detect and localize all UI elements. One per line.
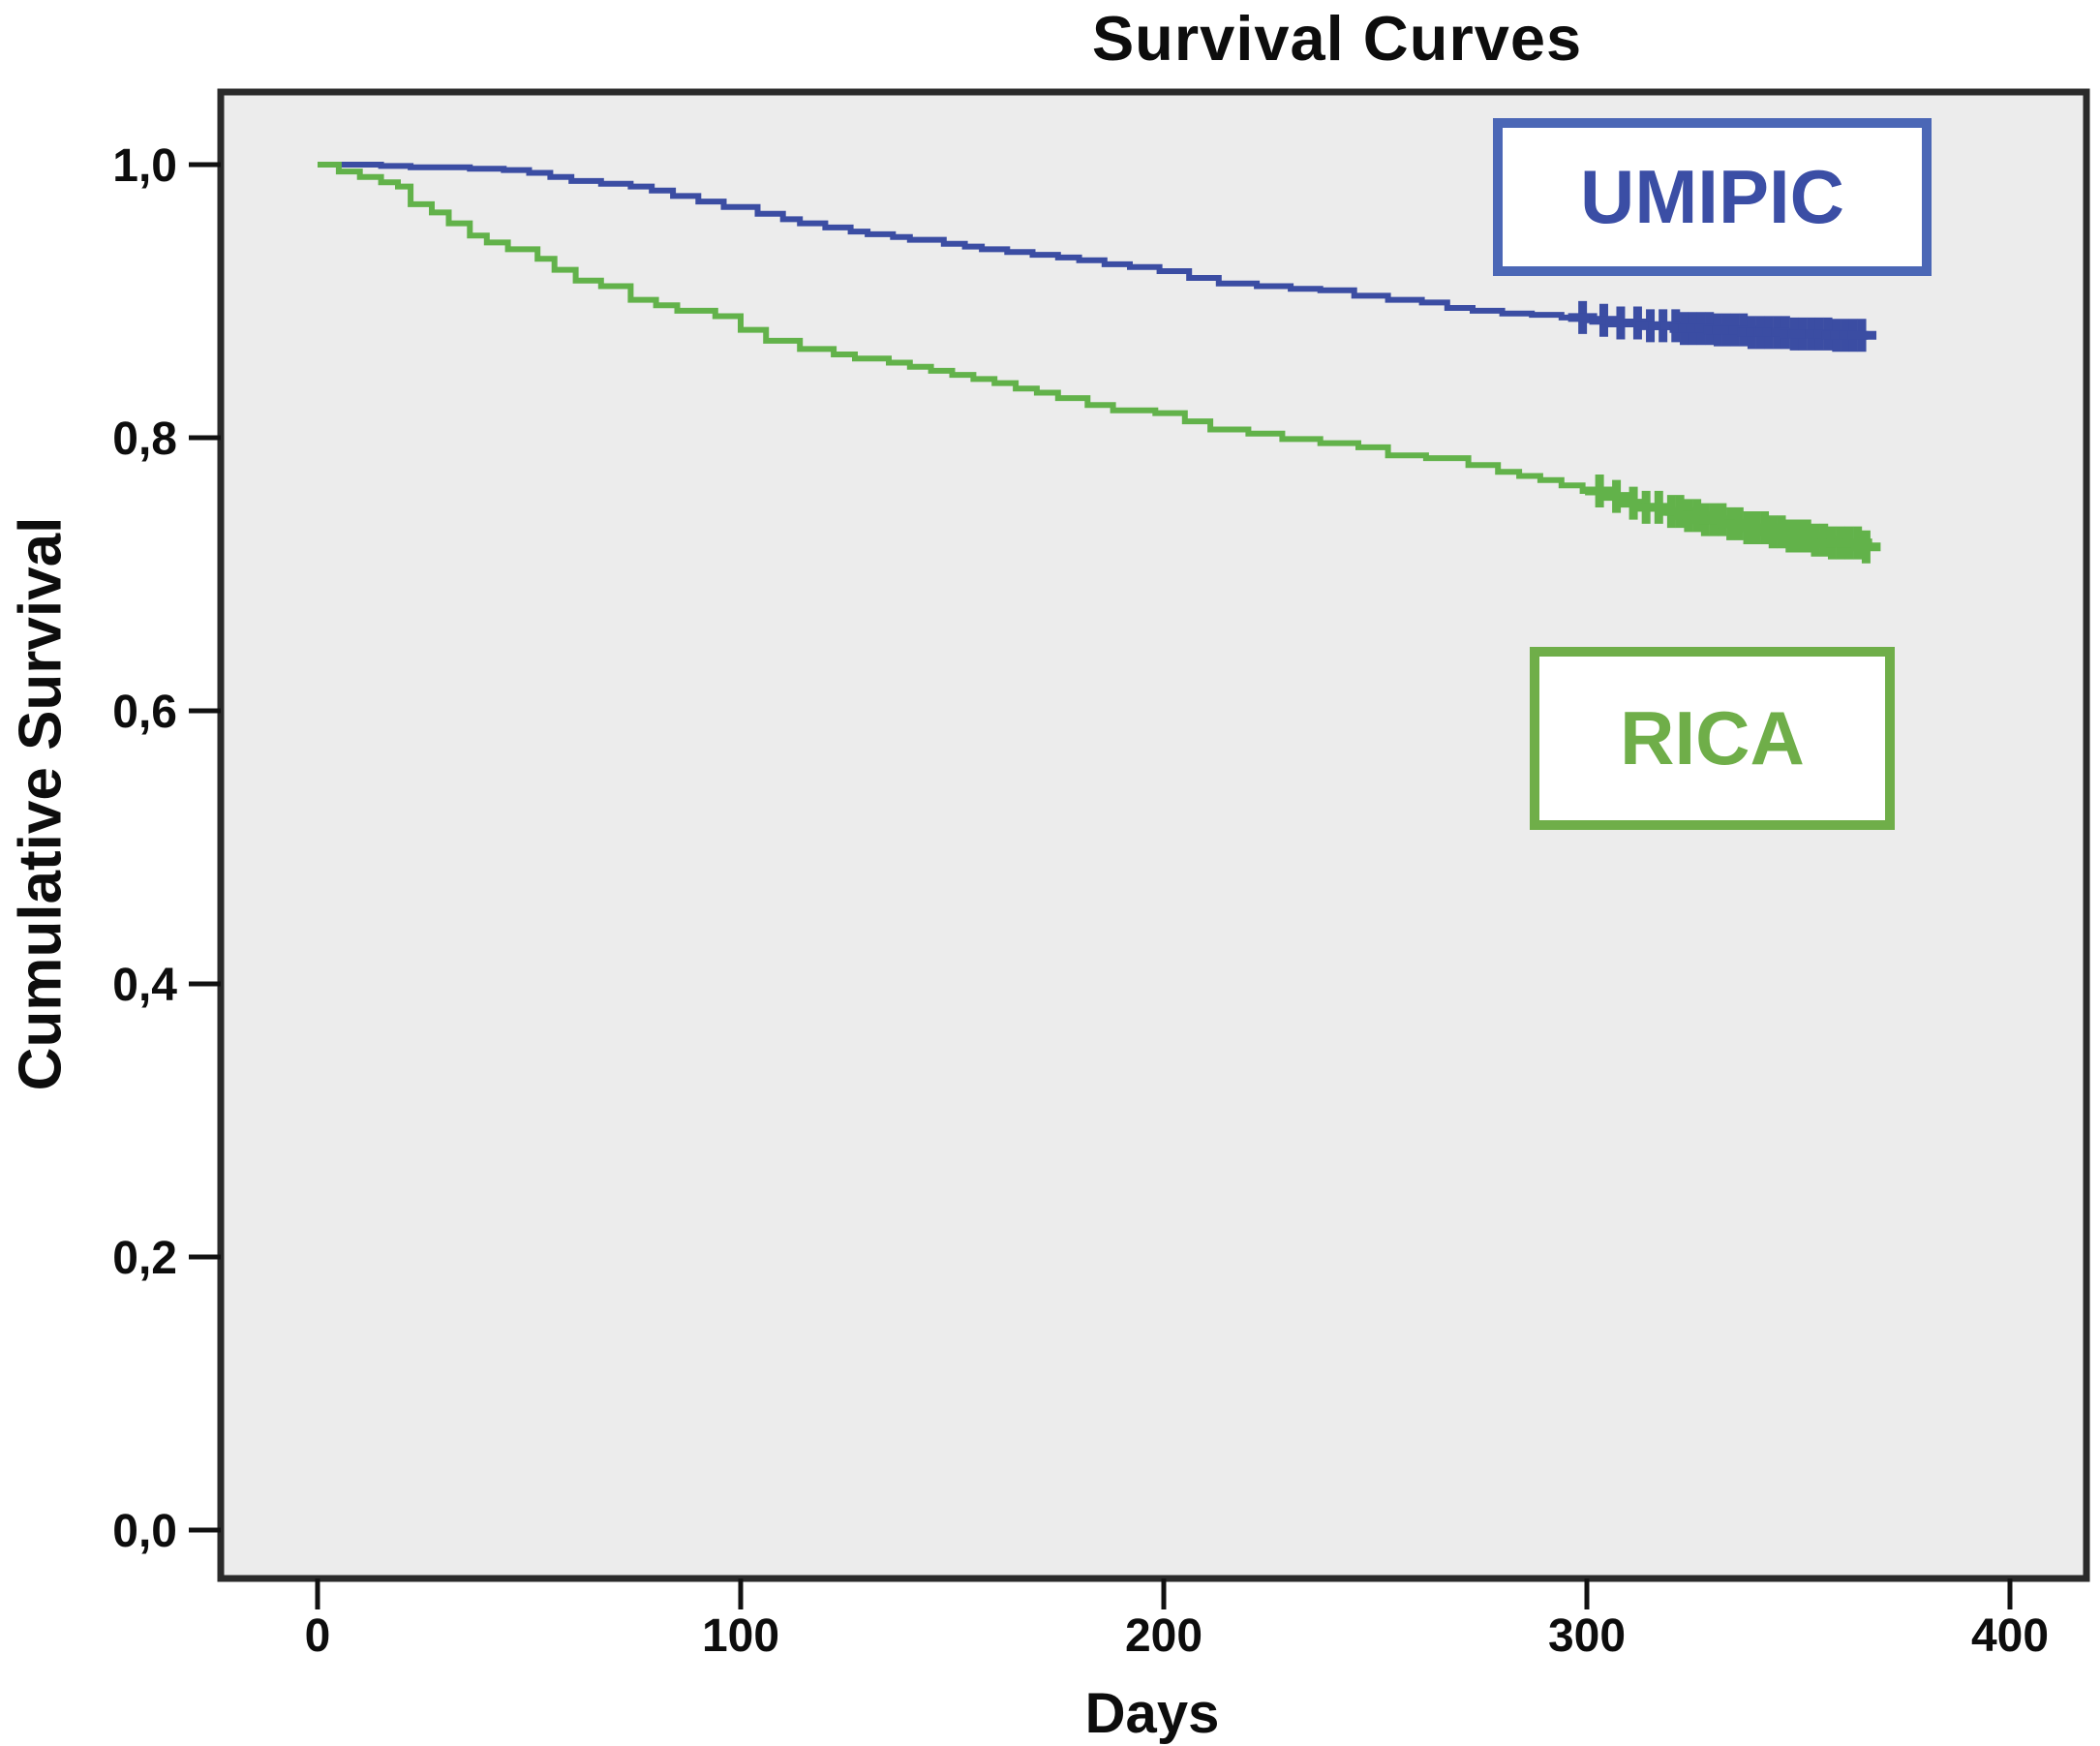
legend-box-umipic: UMIPIC xyxy=(1493,118,1932,276)
y-axis-ticks: 0,0 0,2 0,4 0,6 0,8 1,0 xyxy=(112,140,221,1557)
y-tick-label: 0,8 xyxy=(112,414,177,465)
legend-label-rica: RICA xyxy=(1620,695,1805,781)
plot-area xyxy=(217,88,2090,1582)
chart-title: Survival Curves xyxy=(1091,3,1583,74)
x-axis-ticks: 0 100 200 300 400 xyxy=(305,1578,2049,1662)
legend-box-rica: RICA xyxy=(1530,647,1895,830)
legend-label-umipic: UMIPIC xyxy=(1580,154,1844,239)
censor-marks-rica xyxy=(1585,474,1881,564)
y-tick-label: 0,2 xyxy=(112,1233,177,1284)
x-axis-title: Days xyxy=(1084,1682,1220,1745)
x-tick-label: 200 xyxy=(1125,1610,1202,1662)
x-tick-label: 300 xyxy=(1548,1610,1626,1662)
x-tick-label: 100 xyxy=(702,1610,779,1662)
x-tick-label: 0 xyxy=(305,1610,331,1662)
y-tick-label: 0,0 xyxy=(112,1506,177,1557)
y-tick-label: 0,6 xyxy=(112,687,177,738)
censor-marks-umipic xyxy=(1567,300,1877,352)
y-tick-label: 1,0 xyxy=(112,140,177,192)
y-tick-label: 0,4 xyxy=(112,960,177,1011)
x-tick-label: 400 xyxy=(1971,1610,2049,1662)
